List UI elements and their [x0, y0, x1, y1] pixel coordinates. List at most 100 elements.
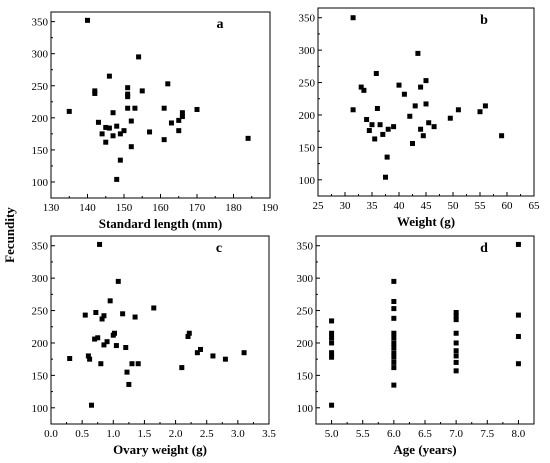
data-point	[407, 113, 413, 119]
y-tick-label: 200	[32, 113, 49, 125]
data-point	[110, 133, 116, 139]
data-point	[423, 101, 429, 107]
y-tick-label: 250	[297, 306, 314, 318]
data-point	[482, 103, 488, 109]
data-point	[125, 105, 131, 111]
data-point	[453, 330, 459, 336]
data-point	[453, 313, 459, 319]
data-point	[453, 359, 459, 365]
data-point	[364, 117, 370, 123]
panel-letter: b	[480, 13, 488, 28]
data-point	[104, 339, 110, 345]
data-point	[66, 108, 72, 114]
data-point	[455, 107, 461, 113]
data-point	[396, 82, 402, 88]
data-point	[453, 340, 459, 346]
data-point	[194, 350, 200, 356]
data-point	[383, 174, 388, 180]
data-point	[125, 91, 131, 97]
data-point	[515, 241, 521, 247]
data-point	[431, 124, 437, 130]
data-point	[95, 119, 101, 125]
data-point	[110, 110, 116, 116]
x-tick-label: 6.0	[387, 428, 401, 440]
data-point	[210, 353, 216, 359]
data-point	[161, 137, 167, 143]
data-point	[114, 123, 120, 129]
y-tick-label: 200	[299, 110, 316, 122]
data-point	[85, 353, 91, 359]
data-point	[369, 122, 375, 128]
data-point	[125, 94, 131, 100]
x-tick-label: 190	[262, 202, 279, 214]
data-point	[179, 114, 185, 120]
y-tick-label: 150	[32, 370, 49, 382]
data-point	[329, 350, 335, 356]
data-point	[515, 312, 521, 318]
x-tick-label: 7.0	[449, 428, 463, 440]
x-tick-label: 35	[367, 200, 379, 212]
data-point	[179, 110, 185, 116]
data-point	[384, 154, 390, 160]
x-tick-label: 1.5	[138, 428, 152, 440]
y-tick-label: 150	[299, 142, 316, 154]
data-point	[107, 298, 113, 304]
x-tick-label: 170	[189, 202, 206, 214]
data-point	[87, 356, 93, 362]
data-point	[447, 115, 453, 121]
data-point	[391, 330, 397, 336]
data-point	[176, 117, 182, 123]
data-point	[115, 278, 121, 284]
y-tick-label: 350	[32, 17, 49, 29]
data-point	[135, 361, 141, 367]
data-point	[98, 361, 104, 367]
panel-letter: c	[216, 241, 222, 256]
data-point	[103, 139, 109, 145]
data-point	[453, 309, 459, 315]
data-point	[453, 348, 459, 354]
data-point	[401, 91, 407, 97]
x-tick-label: 7.5	[480, 428, 494, 440]
data-point	[92, 90, 98, 96]
data-point	[161, 105, 167, 111]
data-point	[350, 15, 356, 21]
data-point	[95, 335, 101, 341]
x-tick-label: 160	[152, 202, 169, 214]
y-tick-label: 300	[32, 273, 49, 285]
data-point	[136, 54, 142, 60]
data-point	[179, 365, 185, 371]
x-axis-label: Age (years)	[393, 442, 456, 457]
data-point	[477, 109, 483, 115]
plot-frame	[50, 11, 271, 199]
data-point	[329, 330, 335, 336]
data-point	[101, 342, 107, 348]
data-point	[99, 131, 105, 137]
data-point	[241, 350, 247, 356]
x-tick-label: 40	[394, 200, 406, 212]
data-point	[372, 136, 378, 142]
data-point	[329, 354, 335, 360]
panel-a: 130 140 150 160 170 180 190 100 150 200 250 300 350 S…	[32, 11, 279, 231]
shared-ylabel: Fecundity	[2, 207, 17, 263]
data-point	[222, 356, 228, 362]
data-point	[453, 317, 459, 323]
x-tick-label: 2.5	[200, 428, 214, 440]
x-tick-label: 5.0	[325, 428, 339, 440]
y-tick-label: 200	[32, 338, 49, 350]
x-tick-label: 0.0	[44, 428, 58, 440]
data-point	[245, 135, 251, 141]
y-tick-label: 200	[297, 338, 314, 350]
data-point	[329, 335, 335, 341]
data-point	[106, 125, 112, 131]
data-point	[97, 241, 103, 247]
data-point	[185, 333, 191, 339]
data-point	[391, 278, 397, 284]
y-tick-label: 250	[32, 81, 49, 93]
data-point	[453, 368, 459, 374]
y-tick-label: 100	[32, 403, 49, 415]
data-point	[132, 105, 138, 111]
x-tick-label: 1.0	[106, 428, 120, 440]
x-tick-label: 45	[421, 200, 433, 212]
x-tick-label: 150	[116, 202, 133, 214]
